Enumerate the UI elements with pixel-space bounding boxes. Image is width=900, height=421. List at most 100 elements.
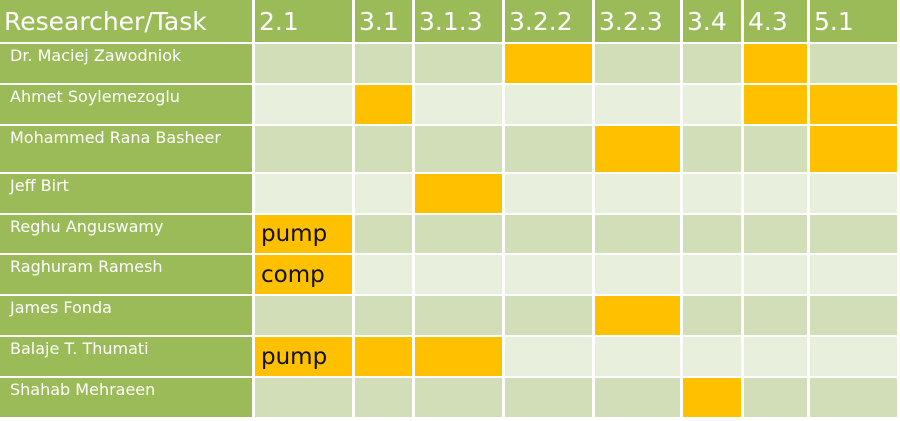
- task-header: 3.1.3: [415, 0, 502, 42]
- empty-cell: [744, 173, 807, 213]
- empty-cell: [415, 378, 502, 417]
- empty-cell: [355, 378, 412, 417]
- empty-cell: [810, 214, 897, 254]
- empty-cell: [255, 173, 352, 213]
- assigned-cell: [505, 44, 592, 83]
- researcher-row: Mohammed Rana Basheer: [0, 125, 897, 172]
- empty-cell: [595, 84, 680, 124]
- assigned-cell: [810, 125, 897, 172]
- empty-cell: [683, 44, 741, 83]
- empty-cell: [810, 44, 897, 83]
- empty-cell: [255, 84, 352, 124]
- assigned-cell: [744, 84, 807, 124]
- assigned-cell: pump: [255, 337, 352, 377]
- researcher-name: Ahmet Soylemezoglu: [0, 84, 252, 124]
- empty-cell: [355, 255, 412, 295]
- researcher-name: Reghu Anguswamy: [0, 214, 252, 254]
- researcher-row: Shahab Mehraeen: [0, 378, 897, 417]
- assigned-cell: [415, 337, 502, 377]
- researcher-row: Reghu Anguswamy pump: [0, 214, 897, 254]
- assigned-cell: [683, 378, 741, 417]
- empty-cell: [744, 337, 807, 377]
- researcher-name: Raghuram Ramesh: [0, 255, 252, 295]
- researcher-name: Balaje T. Thumati: [0, 337, 252, 377]
- task-header: 4.3: [744, 0, 807, 42]
- empty-cell: [505, 378, 592, 417]
- assigned-cell: [355, 84, 412, 124]
- task-header: 3.4: [683, 0, 741, 42]
- empty-cell: [744, 378, 807, 417]
- assigned-cell: [355, 337, 412, 377]
- assigned-cell: [595, 125, 680, 172]
- researcher-name: James Fonda: [0, 296, 252, 336]
- empty-cell: [810, 378, 897, 417]
- empty-cell: [505, 214, 592, 254]
- researcher-name: Jeff Birt: [0, 173, 252, 213]
- researcher-name: Mohammed Rana Basheer: [0, 125, 252, 172]
- empty-cell: [255, 125, 352, 172]
- empty-cell: [595, 255, 680, 295]
- empty-cell: [415, 296, 502, 336]
- researcher-row: Ahmet Soylemezoglu: [0, 84, 897, 124]
- empty-cell: [355, 125, 412, 172]
- empty-cell: [415, 84, 502, 124]
- task-header: 3.2.2: [505, 0, 592, 42]
- empty-cell: [505, 255, 592, 295]
- task-header: 3.1: [355, 0, 412, 42]
- empty-cell: [595, 173, 680, 213]
- assigned-cell: [810, 84, 897, 124]
- empty-cell: [744, 125, 807, 172]
- empty-cell: [255, 378, 352, 417]
- researcher-row: Balaje T. Thumati pump: [0, 337, 897, 377]
- empty-cell: [683, 173, 741, 213]
- task-header: 5.1: [810, 0, 897, 42]
- empty-cell: [810, 337, 897, 377]
- assigned-cell: [415, 173, 502, 213]
- empty-cell: [744, 255, 807, 295]
- corner-header: Researcher/Task: [0, 0, 252, 42]
- header-row: Researcher/Task 2.1 3.1 3.1.3 3.2.2 3.2.3 3.4 4…: [0, 0, 897, 42]
- empty-cell: [255, 296, 352, 336]
- empty-cell: [683, 125, 741, 172]
- empty-cell: [505, 296, 592, 336]
- researcher-row: Dr. Maciej Zawodniok: [0, 44, 897, 83]
- empty-cell: [355, 296, 412, 336]
- assigned-cell: comp: [255, 255, 352, 295]
- empty-cell: [415, 44, 502, 83]
- task-header: 2.1: [255, 0, 352, 42]
- empty-cell: [595, 337, 680, 377]
- empty-cell: [355, 173, 412, 213]
- empty-cell: [683, 84, 741, 124]
- empty-cell: [415, 255, 502, 295]
- empty-cell: [744, 296, 807, 336]
- empty-cell: [505, 337, 592, 377]
- empty-cell: [595, 378, 680, 417]
- researcher-row: Jeff Birt: [0, 173, 897, 213]
- empty-cell: [810, 296, 897, 336]
- table-body: Dr. Maciej Zawodniok Ahmet Soylemezoglu Mo…: [0, 44, 897, 417]
- researcher-row: James Fonda: [0, 296, 897, 336]
- empty-cell: [744, 214, 807, 254]
- empty-cell: [595, 214, 680, 254]
- empty-cell: [505, 173, 592, 213]
- empty-cell: [415, 214, 502, 254]
- empty-cell: [595, 44, 680, 83]
- assigned-cell: pump: [255, 214, 352, 254]
- empty-cell: [683, 214, 741, 254]
- empty-cell: [355, 44, 412, 83]
- empty-cell: [505, 125, 592, 172]
- empty-cell: [683, 296, 741, 336]
- empty-cell: [810, 173, 897, 213]
- assigned-cell: [595, 296, 680, 336]
- empty-cell: [505, 84, 592, 124]
- empty-cell: [810, 255, 897, 295]
- researcher-row: Raghuram Ramesh comp: [0, 255, 897, 295]
- empty-cell: [255, 44, 352, 83]
- task-header: 3.2.3: [595, 0, 680, 42]
- empty-cell: [355, 214, 412, 254]
- empty-cell: [415, 125, 502, 172]
- assigned-cell: [744, 44, 807, 83]
- researcher-name: Dr. Maciej Zawodniok: [0, 44, 252, 83]
